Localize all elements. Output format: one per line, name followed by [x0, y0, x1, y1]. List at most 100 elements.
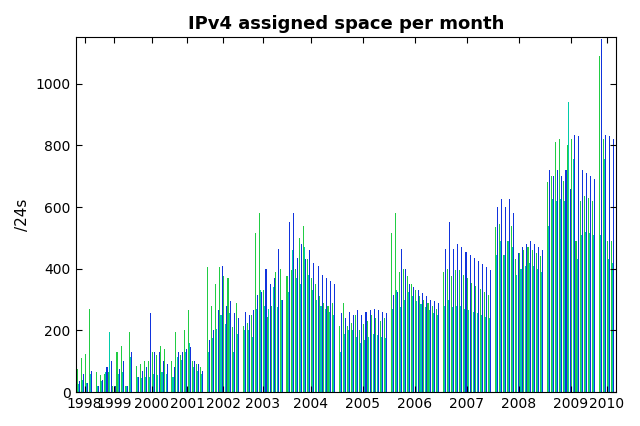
Bar [293, 213, 294, 392]
Bar [287, 292, 289, 392]
Bar [367, 321, 368, 392]
Bar [90, 374, 92, 392]
Bar [294, 269, 296, 392]
Bar [374, 309, 375, 392]
Bar [527, 247, 529, 392]
Bar [197, 371, 198, 392]
Bar [115, 386, 116, 392]
Bar [180, 360, 182, 392]
Bar [113, 386, 115, 392]
Bar [87, 383, 88, 392]
Bar [333, 315, 334, 392]
Bar [245, 312, 246, 392]
Bar [600, 235, 601, 392]
Bar [89, 309, 90, 392]
Bar [426, 296, 427, 392]
Bar [392, 309, 393, 392]
Bar [344, 334, 345, 392]
Bar [185, 352, 186, 392]
Bar [329, 312, 330, 392]
Bar [459, 270, 460, 392]
Bar [268, 309, 269, 392]
Bar [319, 296, 321, 392]
Bar [434, 301, 435, 392]
Bar [330, 281, 331, 392]
Bar [218, 311, 219, 392]
Bar [226, 306, 227, 392]
Bar [289, 222, 290, 392]
Bar [397, 292, 398, 392]
Bar [537, 269, 538, 392]
Bar [311, 278, 312, 392]
Bar [161, 372, 163, 392]
Bar [567, 145, 568, 392]
Bar [260, 291, 261, 392]
Bar [209, 340, 211, 392]
Bar [307, 259, 308, 392]
Bar [196, 364, 197, 392]
Bar [145, 377, 146, 392]
Bar [120, 346, 122, 392]
Bar [563, 181, 564, 392]
Bar [78, 384, 79, 392]
Bar [116, 352, 118, 392]
Bar [122, 372, 123, 392]
Bar [79, 381, 80, 392]
Bar [407, 276, 408, 392]
Bar [349, 312, 350, 392]
Bar [264, 306, 266, 392]
Bar [129, 332, 130, 392]
Bar [177, 357, 178, 392]
Bar [415, 291, 416, 392]
Bar [474, 258, 475, 392]
Bar [220, 315, 221, 392]
Bar [445, 249, 446, 392]
Bar [237, 334, 238, 392]
Bar [588, 198, 589, 392]
Bar [557, 170, 558, 392]
Bar [467, 278, 468, 392]
Bar [592, 201, 593, 392]
Bar [551, 176, 552, 392]
Bar [201, 374, 202, 392]
Bar [225, 324, 226, 392]
Bar [507, 241, 508, 392]
Bar [233, 352, 234, 392]
Bar [308, 275, 309, 392]
Bar [482, 264, 483, 392]
Bar [189, 343, 190, 392]
Bar [405, 269, 406, 392]
Bar [200, 368, 201, 392]
Bar [249, 315, 250, 392]
Bar [278, 249, 279, 392]
Bar [513, 213, 515, 392]
Bar [590, 176, 591, 392]
Bar [530, 241, 531, 392]
Bar [227, 278, 228, 392]
Bar [552, 199, 553, 392]
Bar [584, 196, 585, 392]
Bar [259, 213, 260, 392]
Bar [297, 258, 298, 392]
Bar [511, 225, 512, 392]
Bar [419, 296, 420, 392]
Bar [211, 306, 212, 392]
Bar [496, 255, 497, 392]
Bar [463, 275, 464, 392]
Bar [334, 284, 335, 392]
Bar [613, 139, 614, 392]
Bar [355, 315, 356, 392]
Bar [556, 201, 557, 392]
Bar [252, 337, 253, 392]
Bar [594, 179, 595, 392]
Bar [276, 307, 278, 392]
Bar [499, 224, 500, 392]
Bar [601, 39, 602, 392]
Bar [304, 247, 305, 392]
Bar [246, 323, 248, 392]
Bar [509, 199, 510, 392]
Bar [497, 207, 498, 392]
Bar [274, 278, 275, 392]
Bar [256, 309, 257, 392]
Bar [312, 291, 314, 392]
